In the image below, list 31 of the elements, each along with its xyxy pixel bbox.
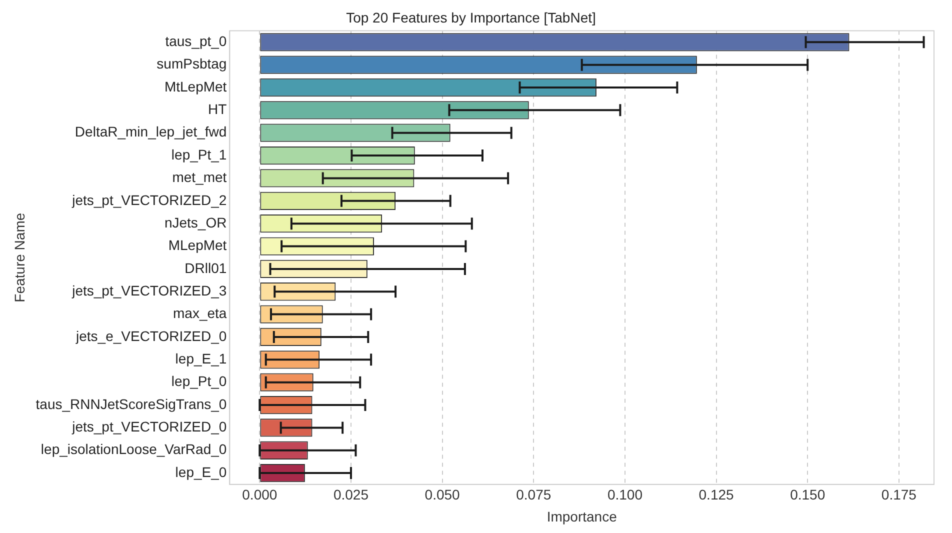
y-tick-label: lep_E_0 — [175, 464, 227, 480]
y-tick-label: nJets_OR — [164, 214, 227, 230]
y-tick-label: jets_e_VECTORIZED_0 — [74, 328, 227, 344]
x-tick-label: 0.125 — [698, 486, 734, 503]
x-axis-title: Importance — [546, 508, 618, 524]
y-tick-label: sumPsbtag — [156, 56, 227, 72]
y-tick-label: taus_pt_0 — [165, 33, 227, 49]
x-tick-label: 0.050 — [424, 486, 460, 503]
x-tick-label: 0.025 — [333, 486, 369, 503]
y-tick-label: lep_Pt_0 — [171, 373, 227, 390]
y-tick-label: MLepMet — [168, 237, 227, 254]
x-tick-label: 0.150 — [790, 486, 826, 503]
x-tick-label: 0.075 — [516, 486, 552, 503]
chart-title: Top 20 Features by Importance [TabNet] — [346, 9, 596, 26]
x-tick-label: 0.175 — [881, 486, 917, 503]
y-tick-label: jets_pt_VECTORIZED_3 — [71, 282, 227, 298]
y-tick-label: max_eta — [172, 305, 227, 322]
y-tick-label: lep_Pt_1 — [171, 146, 227, 162]
y-axis-title: Feature Name — [11, 212, 28, 302]
y-tick-label: DRll01 — [184, 260, 227, 276]
y-tick-label: DeltaR_min_lep_jet_fwd — [74, 124, 227, 140]
y-tick-label: taus_RNNJetScoreSigTrans_0 — [36, 396, 227, 412]
x-tick-label: 0.000 — [242, 486, 278, 503]
y-tick-label: lep_E_1 — [175, 350, 227, 367]
y-tick-label: lep_isolationLoose_VarRad_0 — [40, 441, 227, 458]
y-tick-label: jets_pt_VECTORIZED_2 — [71, 192, 227, 208]
y-tick-label: met_met — [172, 169, 227, 186]
x-tick-label: 0.100 — [607, 486, 643, 503]
y-tick-label: jets_pt_VECTORIZED_0 — [71, 418, 227, 435]
y-tick-label: MtLepMet — [164, 78, 227, 94]
y-tick-label: HT — [208, 101, 228, 118]
